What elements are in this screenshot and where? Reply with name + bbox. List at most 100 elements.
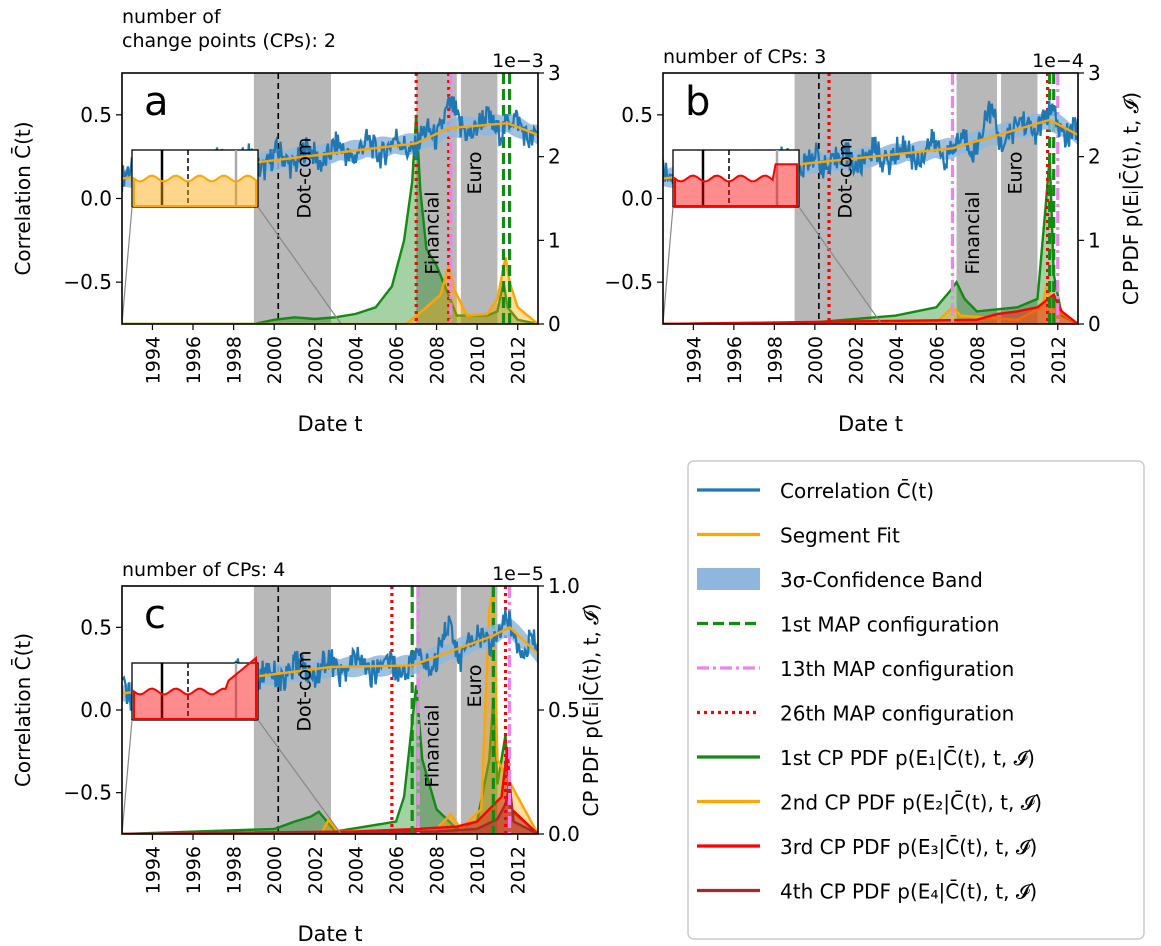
crisis-label-1: Financial <box>422 704 444 787</box>
x-tick-label-9: 2012 <box>1048 336 1070 384</box>
y-right-axis-label: CP PDF p(Eᵢ|C̄(t), t, 𝓘) <box>1118 92 1143 305</box>
x-tick-label-4: 2002 <box>305 336 327 384</box>
pdf-curve-pdf3 <box>663 292 1078 324</box>
y-left-tick-label-0: 0.5 <box>621 103 653 127</box>
x-tick-label-1: 1996 <box>724 336 746 384</box>
crisis-band-0 <box>253 586 332 834</box>
x-tick-label-5: 2004 <box>886 336 908 384</box>
pdf-fill-pdf2 <box>122 586 538 834</box>
x-tick-label-3: 2000 <box>805 336 827 384</box>
panel-letter: c <box>144 592 166 638</box>
legend-label-pdf2: 2nd CP PDF p(E₂|C̄(t), t, 𝓘) <box>780 790 1042 815</box>
x-tick-label-0: 1994 <box>683 336 705 384</box>
crisis-label-1: Financial <box>962 191 984 274</box>
inset-curve <box>674 163 798 207</box>
y-left-tick-label-1: 0.0 <box>80 698 112 722</box>
y-left-axis-label: Correlation C̄(t) <box>10 121 35 275</box>
pdf-fill-pdf4 <box>122 784 538 834</box>
y-right-tick-label-0: 3 <box>548 61 561 85</box>
panel-header-line-0: number of <box>122 6 222 28</box>
y-left-tick-label-2: −0.5 <box>604 270 653 294</box>
x-tick-label-6: 2006 <box>926 336 948 384</box>
inset-curve <box>133 174 257 207</box>
y-left-axis-label: Correlation C̄(t) <box>10 633 35 787</box>
inset-connector-right <box>798 206 883 325</box>
inset-curve <box>133 655 257 720</box>
legend-label-correlation: Correlation C̄(t) <box>780 478 934 503</box>
x-tick-label-5: 2004 <box>345 336 367 384</box>
x-tick-label-4: 2002 <box>845 336 867 384</box>
pdf-curve-pdf2 <box>122 586 538 834</box>
x-tick-label-1: 1996 <box>183 846 205 894</box>
x-tick-label-8: 2010 <box>1007 336 1029 384</box>
legend-label-map13: 13th MAP configuration <box>780 657 1014 681</box>
segment-fit-line <box>122 625 538 695</box>
offset-text: 1e−5 <box>492 563 544 585</box>
x-tick-label-9: 2012 <box>508 336 530 384</box>
pdf-fill-pdf2 <box>663 282 1078 324</box>
legend-label-segment_fit: Segment Fit <box>780 524 900 548</box>
y-right-tick-label-2: 0.0 <box>548 822 580 846</box>
x-axis-label: Date t <box>838 412 903 436</box>
y-left-tick-label-2: −0.5 <box>63 781 112 805</box>
panel-c: Dot-com Financial Euro c 1994 1996 1998 2000 200… <box>10 559 603 946</box>
y-right-tick-label-1: 2 <box>548 145 561 169</box>
pdf-curve-pdf4 <box>122 784 538 834</box>
legend-label-band: 3σ-Confidence Band <box>780 568 983 592</box>
pdf-fill-pdf2 <box>122 257 538 324</box>
pdf-fill-pdf3 <box>122 747 538 834</box>
y-right-tick-label-2: 1 <box>548 228 561 252</box>
segment-fit-line <box>122 121 538 180</box>
crisis-label-0: Dot-com <box>294 650 316 731</box>
offset-text: 1e−3 <box>492 50 544 72</box>
legend-label-pdf1: 1st CP PDF p(E₁|C̄(t), t, 𝓘) <box>780 745 1035 770</box>
x-tick-label-6: 2006 <box>386 846 408 894</box>
y-left-tick-label-0: 0.5 <box>80 103 112 127</box>
crisis-band-2 <box>1001 73 1038 324</box>
pdf-curve-pdf1 <box>122 114 538 324</box>
pdf-fill-pdf1 <box>122 114 538 324</box>
inset-connector-right <box>257 719 342 835</box>
crisis-label-2: Euro <box>464 151 486 194</box>
panel-header-line-0: number of CPs: 3 <box>663 46 826 68</box>
y-right-tick-label-3: 0 <box>1088 312 1101 336</box>
x-tick-label-3: 2000 <box>264 846 286 894</box>
crisis-label-0: Dot-com <box>834 137 856 218</box>
inset-connector-left <box>121 206 133 325</box>
x-tick-label-2: 1998 <box>224 846 246 894</box>
crisis-band-0 <box>794 73 872 324</box>
panel-header-line-1: change points (CPs): 2 <box>122 30 336 52</box>
x-tick-label-5: 2004 <box>345 846 367 894</box>
x-tick-label-3: 2000 <box>264 336 286 384</box>
crisis-label-0: Dot-com <box>294 137 316 218</box>
x-tick-label-7: 2008 <box>427 336 449 384</box>
panel-letter: b <box>685 79 710 125</box>
legend-label-map1: 1st MAP configuration <box>780 613 999 637</box>
crisis-band-0 <box>253 73 332 324</box>
x-tick-label-7: 2008 <box>967 336 989 384</box>
crisis-band-1 <box>416 586 457 834</box>
crisis-label-2: Euro <box>1004 151 1026 194</box>
legend-label-pdf3: 3rd CP PDF p(E₃|C̄(t), t, 𝓘) <box>780 834 1037 859</box>
inset-connector-right <box>257 206 342 325</box>
legend: Correlation C̄(t) Segment Fit 3σ-Confidenc… <box>687 460 1145 940</box>
crisis-label-2: Euro <box>464 664 486 707</box>
x-tick-label-9: 2012 <box>508 846 530 894</box>
y-right-tick-label-0: 1.0 <box>548 574 580 598</box>
panel-letter: a <box>144 79 169 125</box>
x-axis-label: Date t <box>297 922 362 946</box>
y-right-tick-label-1: 2 <box>1088 145 1101 169</box>
y-left-tick-label-2: −0.5 <box>63 270 112 294</box>
pdf-curve-pdf1 <box>122 685 538 834</box>
crisis-label-1: Financial <box>422 191 444 274</box>
y-left-tick-label-1: 0.0 <box>621 187 653 211</box>
x-tick-label-8: 2010 <box>467 336 489 384</box>
offset-text: 1e−4 <box>1032 50 1084 72</box>
x-tick-label-4: 2002 <box>305 846 327 894</box>
legend-label-map26: 26th MAP configuration <box>780 702 1014 726</box>
x-tick-label-2: 1998 <box>224 336 246 384</box>
x-tick-label-0: 1994 <box>142 336 164 384</box>
inset-connector-left <box>121 719 133 835</box>
y-left-tick-label-1: 0.0 <box>80 187 112 211</box>
